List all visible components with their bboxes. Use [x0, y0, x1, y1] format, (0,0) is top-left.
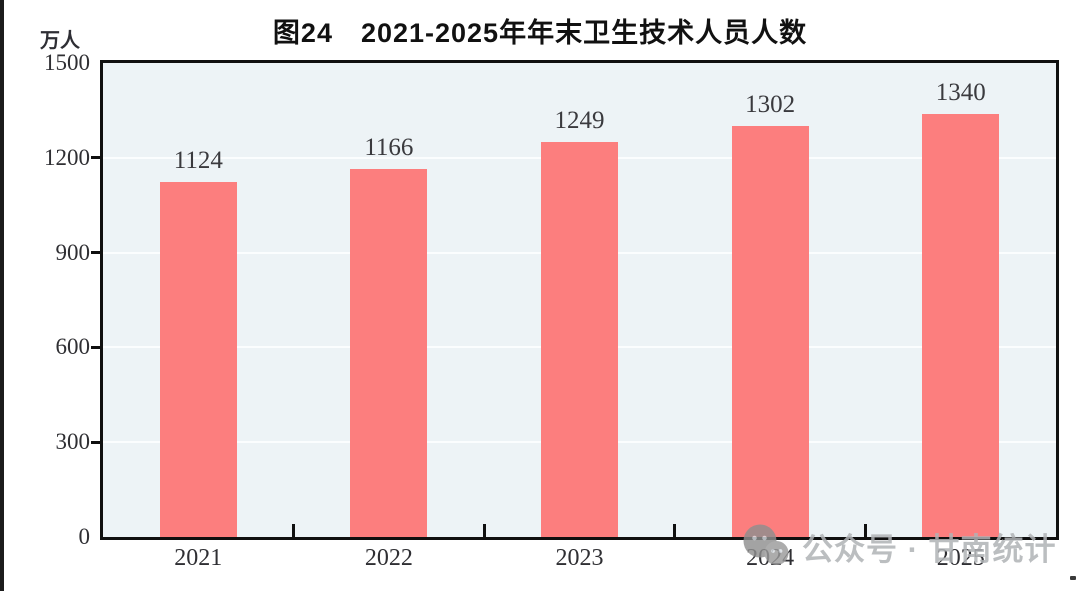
y-axis-label-1500: 1500 [44, 50, 90, 75]
value-label-2023: 1249 [554, 107, 605, 135]
y-axis-label-300: 300 [55, 429, 91, 455]
value-label-2024: 1302 [745, 90, 796, 118]
chart-title: 图24 2021-2025年年末卫生技术人员人数 [272, 18, 808, 48]
y-axis-tick-1200 [91, 156, 103, 160]
y-axis-label-600: 600 [55, 334, 91, 360]
x-axis-label-2024: 2024 [746, 545, 795, 571]
y-axis-label-0: 0 [78, 524, 91, 549]
value-label-2021: 1124 [173, 146, 223, 174]
bar-2024 [731, 125, 809, 537]
y-axis-tick-300 [91, 440, 103, 444]
plot-area: 1124 1166 1249 1302 1340 [100, 60, 1059, 540]
y-axis-tick-900 [91, 251, 103, 255]
left-edge-strip [0, 0, 4, 591]
x-axis-label-2021: 2021 [174, 545, 223, 571]
bar-2021 [159, 181, 237, 537]
y-axis-tick-600 [91, 345, 103, 349]
x-axis-label-2022: 2022 [364, 545, 413, 571]
x-axis-tick-2 [482, 524, 486, 537]
value-label-2022: 1166 [364, 133, 414, 161]
y-axis-label-1200: 1200 [44, 144, 90, 170]
stray-mark [1070, 576, 1076, 580]
x-axis-label-2025: 2025 [936, 545, 985, 571]
bar-2023 [541, 142, 618, 537]
x-axis-tick-4 [863, 524, 867, 537]
bar-2022 [350, 168, 428, 537]
bar-2025 [922, 113, 1000, 537]
x-axis-tick-3 [673, 524, 677, 537]
y-axis-label-900: 900 [55, 239, 91, 265]
x-axis-tick-1 [292, 524, 296, 537]
x-axis-label-2023: 2023 [555, 545, 604, 571]
value-label-2025: 1340 [935, 78, 986, 106]
y-axis-unit-label: 万人 [40, 30, 80, 52]
